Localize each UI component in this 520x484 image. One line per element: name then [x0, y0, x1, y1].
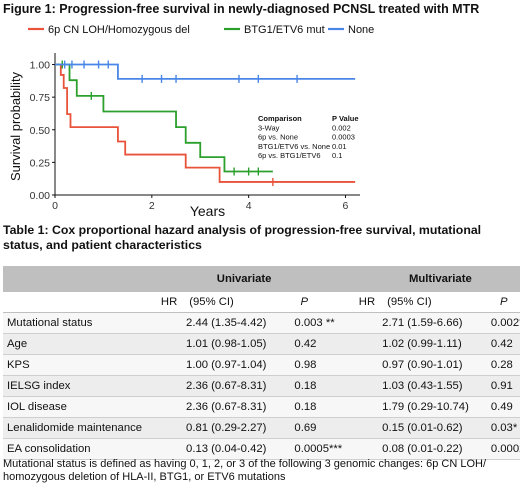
multivariate-hr-ci: 1.79 (0.29-10.74) — [342, 396, 469, 418]
univariate-p: 0.69 — [266, 417, 343, 439]
univariate-hr-ci: 0.81 (0.29-2.27) — [146, 417, 267, 439]
annotation-comparison: 3-Way — [258, 123, 280, 132]
y-tick-label: 1.00 — [30, 60, 51, 72]
table-row: KPS 1.00 (0.97-1.04) 0.98 0.97 (0.90-1.01) 0… — [3, 354, 520, 376]
subheader-u-hr: HR — [146, 292, 180, 313]
subheader-m-p: P — [468, 292, 520, 313]
header-multivariate: Multivariate — [342, 266, 520, 292]
univariate-p: 0.18 — [266, 375, 343, 397]
cox-table: Univariate Multivariate HR (95% CI) P HR… — [3, 266, 520, 460]
y-axis-label: Survival probability — [8, 71, 23, 181]
multivariate-hr-ci: 0.08 (0.01-0.22) — [342, 438, 469, 460]
y-tick-label: 0.25 — [30, 157, 51, 169]
row-label: EA consolidation — [3, 438, 147, 460]
multivariate-p: 0.91 — [468, 375, 520, 397]
km-curve — [55, 63, 273, 173]
legend-label: 6p CN LOH/Homozygous del — [48, 24, 190, 36]
x-axis-label: Years — [190, 203, 225, 218]
km-curve — [55, 63, 356, 80]
table-row: EA consolidation 0.13 (0.04-0.42) 0.0005**… — [3, 438, 520, 460]
legend-label: BTG1/ETV6 mut — [244, 24, 325, 36]
row-label: IELSG index — [3, 375, 147, 397]
multivariate-p: 0.03* — [468, 417, 520, 439]
annotation-comparison: 6p vs. None — [258, 133, 298, 142]
km-chart: 6p CN LOH/Homozygous del BTG1/ETV6 mut Non… — [8, 24, 374, 218]
multivariate-hr-ci: 1.03 (0.43-1.55) — [342, 375, 469, 397]
x-tick-label: 2 — [149, 200, 155, 212]
multivariate-hr-ci: 1.02 (0.99-1.11) — [342, 333, 469, 355]
x-tick-label: 6 — [343, 200, 349, 212]
table-row: IELSG index 2.36 (0.67-8.31) 0.18 1.03 (0.4… — [3, 375, 520, 397]
univariate-hr-ci: 1.01 (0.98-1.05) — [146, 333, 267, 355]
annotation-pvalue: 0.01 — [332, 142, 347, 151]
univariate-hr-ci: 1.00 (0.97-1.04) — [146, 354, 267, 376]
univariate-p: 0.98 — [266, 354, 343, 376]
multivariate-p: 0.42 — [468, 333, 520, 355]
table-row: Mutational status 2.44 (1.35-4.42) 0.003 *… — [3, 312, 520, 334]
table-title: Table 1: Cox proportional hazard analysi… — [3, 223, 482, 252]
x-tick-label: 4 — [246, 200, 252, 212]
annotation-pvalue: 0.0003 — [332, 133, 355, 142]
footnote: Mutational status is defined as having 0… — [3, 458, 487, 483]
legend-label: None — [348, 24, 374, 36]
univariate-p: 0.0005*** — [266, 438, 343, 460]
subheader-m-hr: HR — [342, 292, 378, 313]
multivariate-hr-ci: 0.15 (0.01-0.62) — [342, 417, 469, 439]
annotation-comparison: BTG1/ETV6 vs. None — [258, 142, 330, 151]
y-tick-label: 0.50 — [30, 125, 51, 137]
subheader-m-ci: (95% CI) — [377, 292, 469, 313]
annotation-pvalue: 0.002 — [332, 123, 351, 132]
multivariate-p: 0.49 — [468, 396, 520, 418]
row-label: Mutational status — [3, 312, 147, 334]
univariate-hr-ci: 2.36 (0.67-8.31) — [146, 396, 267, 418]
univariate-hr-ci: 0.13 (0.04-0.42) — [146, 438, 267, 460]
annotation-header-pvalue: P Value — [332, 114, 359, 123]
y-tick-label: 0.00 — [30, 190, 51, 202]
row-label: KPS — [3, 354, 147, 376]
subheader-blank — [3, 292, 147, 313]
subheader-u-ci: (95% CI) — [179, 292, 267, 313]
multivariate-hr-ci: 2.71 (1.59-6.66) — [342, 312, 469, 334]
univariate-p: 0.003 ** — [266, 312, 343, 334]
univariate-hr-ci: 2.44 (1.35-4.42) — [146, 312, 267, 334]
x-tick-label: 0 — [52, 200, 58, 212]
multivariate-hr-ci: 0.97 (0.90-1.01) — [342, 354, 469, 376]
table-row: IOL disease 2.36 (0.67-8.31) 0.18 1.79 (0.2… — [3, 396, 520, 418]
row-label: IOL disease — [3, 396, 147, 418]
row-label: Age — [3, 333, 147, 355]
annotation-pvalue: 0.1 — [332, 151, 342, 160]
multivariate-p: 0.002** — [468, 312, 520, 334]
univariate-hr-ci: 2.36 (0.67-8.31) — [146, 375, 267, 397]
table-row: Lenalidomide maintenance 0.81 (0.29-2.27)… — [3, 417, 520, 439]
subheader-u-p: P — [266, 292, 343, 313]
row-label: Lenalidomide maintenance — [3, 417, 147, 439]
table-row: Age 1.01 (0.98-1.05) 0.42 1.02 (0.99-1.11) 0… — [3, 333, 520, 355]
univariate-p: 0.18 — [266, 396, 343, 418]
univariate-p: 0.42 — [266, 333, 343, 355]
km-curve — [55, 63, 356, 183]
header-univariate: Univariate — [146, 266, 343, 292]
header-blank — [3, 266, 147, 292]
y-tick-label: 0.75 — [30, 92, 51, 104]
multivariate-p: 0.28 — [468, 354, 520, 376]
annotation-comparison: 6p vs. BTG1/ETV6 — [258, 151, 321, 160]
figure-title: Figure 1: Progression-free survival in n… — [3, 2, 480, 16]
annotation-header-comparison: Comparison — [258, 114, 302, 123]
